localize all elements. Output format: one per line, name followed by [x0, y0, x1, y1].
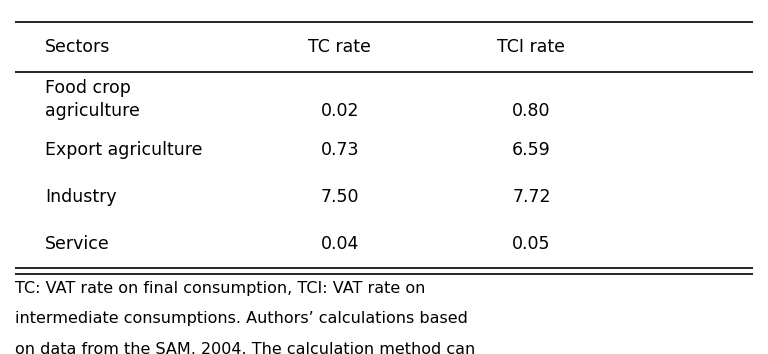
Text: 0.02: 0.02: [320, 102, 359, 120]
Text: agriculture: agriculture: [45, 102, 140, 120]
Text: 7.72: 7.72: [512, 188, 551, 206]
Text: 7.50: 7.50: [320, 188, 359, 206]
Text: 0.80: 0.80: [512, 102, 551, 120]
Text: Food crop: Food crop: [45, 79, 131, 97]
Text: 6.59: 6.59: [512, 142, 551, 160]
Text: intermediate consumptions. Authors’ calculations based: intermediate consumptions. Authors’ calc…: [15, 311, 468, 326]
Text: Sectors: Sectors: [45, 38, 111, 56]
Text: TCI rate: TCI rate: [498, 38, 565, 56]
Text: TC: VAT rate on final consumption, TCI: VAT rate on: TC: VAT rate on final consumption, TCI: …: [15, 281, 425, 296]
Text: 0.05: 0.05: [512, 235, 551, 253]
Text: TC rate: TC rate: [308, 38, 371, 56]
Text: Service: Service: [45, 235, 110, 253]
Text: Industry: Industry: [45, 188, 117, 206]
Text: 0.73: 0.73: [320, 142, 359, 160]
Text: on data from the SAM, 2004. The calculation method can: on data from the SAM, 2004. The calculat…: [15, 342, 475, 354]
Text: 0.04: 0.04: [320, 235, 359, 253]
Text: Export agriculture: Export agriculture: [45, 142, 202, 160]
